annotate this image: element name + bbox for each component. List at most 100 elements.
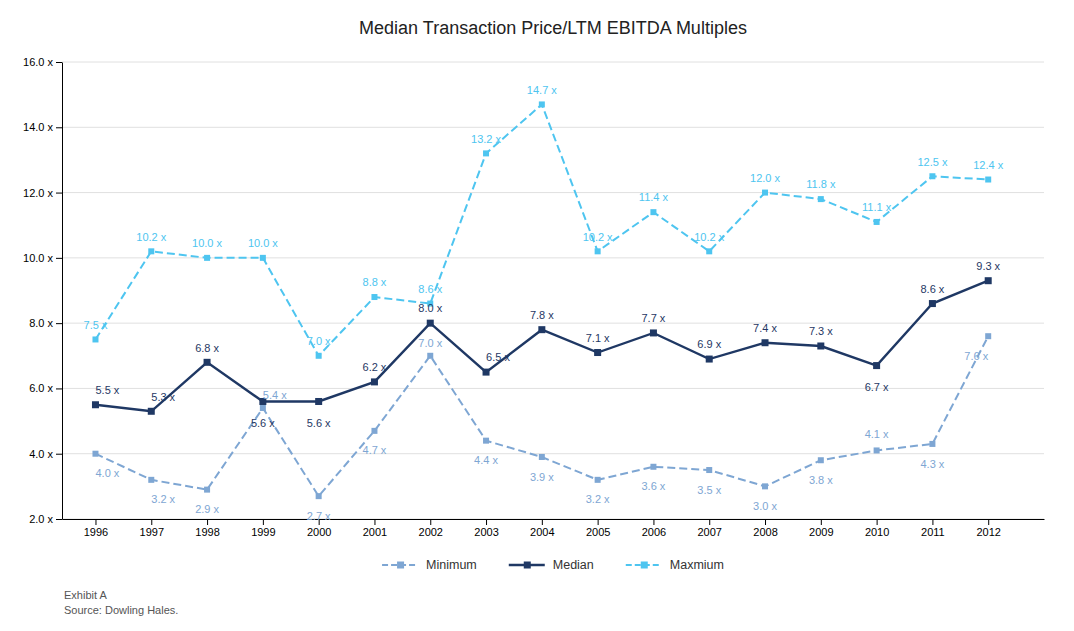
marker bbox=[539, 101, 545, 107]
marker bbox=[92, 401, 99, 408]
data-label: 7.0 x bbox=[418, 337, 442, 349]
data-label: 4.7 x bbox=[363, 444, 387, 456]
grid-line bbox=[62, 453, 1044, 454]
axis-line bbox=[63, 519, 1045, 520]
data-label: 5.6 x bbox=[307, 417, 331, 429]
tick-mark bbox=[877, 519, 878, 525]
data-label: 4.1 x bbox=[865, 428, 889, 440]
tick: 2006 bbox=[642, 519, 666, 538]
tick-label: 2012 bbox=[976, 526, 1000, 538]
tick: 2003 bbox=[474, 519, 498, 538]
tick: 2001 bbox=[363, 519, 387, 538]
tick: 2005 bbox=[586, 519, 610, 538]
tick: 2004 bbox=[530, 519, 554, 538]
legend-marker bbox=[524, 562, 531, 569]
tick: 2002 bbox=[419, 519, 443, 538]
data-label: 10.2 x bbox=[694, 231, 724, 243]
marker bbox=[817, 342, 824, 349]
tick: 2010 bbox=[865, 519, 889, 538]
data-label: 8.8 x bbox=[363, 276, 387, 288]
grid-line bbox=[62, 192, 1044, 193]
tick-mark bbox=[653, 519, 654, 525]
data-label: 7.1 x bbox=[586, 332, 610, 344]
data-label: 3.8 x bbox=[809, 474, 833, 486]
tick-label: 2001 bbox=[363, 526, 387, 538]
legend-item: Median bbox=[509, 558, 594, 572]
annotation: Exhibit A bbox=[64, 589, 107, 601]
marker bbox=[929, 441, 935, 447]
data-label: 11.1 x bbox=[862, 201, 892, 213]
tick-label: 2006 bbox=[642, 526, 666, 538]
data-label: 12.0 x bbox=[750, 172, 780, 184]
tick-mark bbox=[151, 519, 152, 525]
legend-marker bbox=[397, 562, 404, 569]
marker bbox=[595, 248, 601, 254]
data-label: 6.7 x bbox=[865, 381, 889, 393]
marker bbox=[427, 320, 434, 327]
tick-mark bbox=[263, 519, 264, 525]
data-label: 6.9 x bbox=[697, 338, 721, 350]
tick: 2000 bbox=[307, 519, 331, 538]
marker bbox=[985, 333, 991, 339]
tick-mark bbox=[988, 519, 989, 525]
data-label: 2.7 x bbox=[307, 510, 331, 522]
data-label: 8.6 x bbox=[920, 283, 944, 295]
tick-label: 1997 bbox=[140, 526, 164, 538]
tick-label: 16.0 x bbox=[23, 56, 53, 68]
legend: MinimumMedianMaxmium bbox=[382, 558, 724, 572]
tick-mark bbox=[56, 454, 62, 455]
tick-label: 1999 bbox=[251, 526, 275, 538]
marker bbox=[315, 398, 322, 405]
marker bbox=[818, 457, 824, 463]
data-label: 10.0 x bbox=[192, 237, 222, 249]
marker bbox=[595, 477, 601, 483]
marker bbox=[650, 464, 656, 470]
plot: 2.0 x4.0 x6.0 x8.0 x10.0 x12.0 x14.0 x16… bbox=[23, 56, 1044, 538]
tick-label: 2.0 x bbox=[29, 513, 53, 525]
data-label: 11.4 x bbox=[639, 191, 669, 203]
tick-mark bbox=[56, 258, 62, 259]
marker bbox=[148, 248, 154, 254]
data-label: 3.9 x bbox=[530, 471, 554, 483]
marker bbox=[874, 219, 880, 225]
grid-line bbox=[62, 388, 1044, 389]
marker bbox=[538, 326, 545, 333]
marker bbox=[650, 329, 657, 336]
tick-label: 8.0 x bbox=[29, 317, 53, 329]
tick-mark bbox=[95, 519, 96, 525]
tick-mark bbox=[932, 519, 933, 525]
data-label: 5.6 x bbox=[251, 417, 275, 429]
y-axis: 2.0 x4.0 x6.0 x8.0 x10.0 x12.0 x14.0 x16… bbox=[23, 56, 62, 525]
data-labels: 4.0 x3.2 x2.9 x5.4 x2.7 x4.7 x7.0 x4.4 x… bbox=[84, 84, 1004, 522]
chart: 2.0 x4.0 x6.0 x8.0 x10.0 x12.0 x14.0 x16… bbox=[0, 0, 1074, 631]
data-label: 5.4 x bbox=[263, 389, 287, 401]
marker bbox=[706, 356, 713, 363]
tick: 10.0 x bbox=[23, 252, 62, 264]
legend-label: Maxmium bbox=[670, 558, 724, 572]
annotation: Source: Dowling Hales. bbox=[64, 604, 178, 616]
tick-label: 2008 bbox=[753, 526, 777, 538]
tick-mark bbox=[56, 388, 62, 389]
data-label: 4.0 x bbox=[95, 467, 119, 479]
legend-marker bbox=[641, 562, 648, 569]
data-label: 10.2 x bbox=[583, 231, 613, 243]
marker bbox=[92, 451, 98, 457]
line bbox=[95, 336, 988, 496]
grid-line bbox=[62, 519, 1044, 520]
data-label: 7.8 x bbox=[530, 309, 554, 321]
grid bbox=[62, 62, 1044, 519]
line bbox=[95, 281, 988, 412]
grid-line bbox=[62, 323, 1044, 324]
marker bbox=[650, 209, 656, 215]
tick-mark bbox=[430, 519, 431, 525]
x-axis: 1996199719981999200020012002200320042005… bbox=[63, 519, 1045, 538]
data-label: 6.5 x bbox=[486, 351, 510, 363]
marker bbox=[762, 190, 768, 196]
tick: 2.0 x bbox=[29, 513, 62, 525]
tick-mark bbox=[765, 519, 766, 525]
tick-label: 2000 bbox=[307, 526, 331, 538]
tick: 2008 bbox=[753, 519, 777, 538]
marker bbox=[371, 428, 377, 434]
tick-label: 2011 bbox=[921, 526, 945, 538]
data-label: 11.8 x bbox=[806, 178, 836, 190]
